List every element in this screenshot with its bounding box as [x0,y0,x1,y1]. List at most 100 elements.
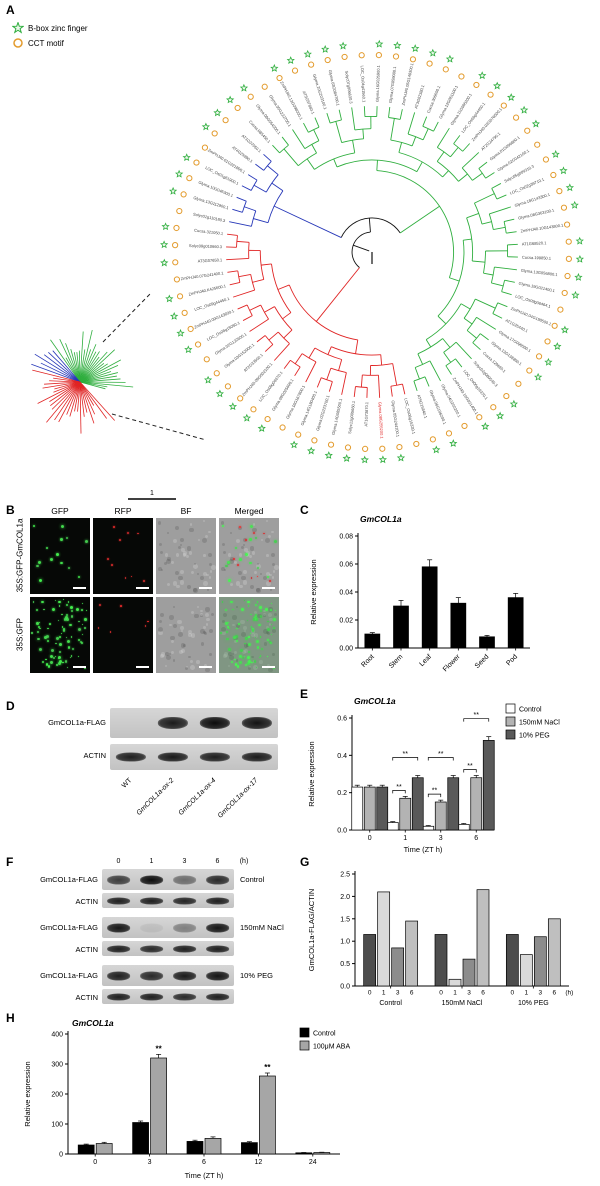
fluorescence-dot [109,631,111,633]
texture-speck [190,570,194,574]
fluorescence-dot [57,619,59,622]
taxon-label: Glyma.18G143300.1 [514,192,551,208]
legend-item-bbox: B-box zinc finger [12,22,88,34]
micrograph-rfp-gmcol1a [93,518,153,594]
fluorescence-dot [270,609,273,612]
fluorescence-dot [266,575,269,579]
tree-branch [256,335,266,343]
bbox-star-icon [169,186,178,195]
legend-label: 10% PEG [519,733,550,740]
y-tick-label: 0.0 [337,828,347,835]
fluorescence-dot [64,616,68,620]
taxon-label: Glyma.06G196200.1 [428,389,447,426]
texture-speck [243,569,248,574]
x-tick-label: Pod [505,653,519,667]
bar [422,825,435,831]
scale-bar [136,666,149,668]
protein-band [172,897,197,904]
blot-strip-peg-flag [102,965,234,986]
bbox-star-icon [495,411,505,420]
texture-speck [205,607,210,612]
tree-branch [491,282,504,287]
tree-branch [462,143,471,152]
cct-circle-icon [327,441,335,448]
texture-speck [171,561,175,564]
bar [363,786,376,831]
taxon-label: Solyc12g005660.1 [347,400,356,434]
fluorescence-dot [271,602,273,604]
bar [450,602,467,649]
texture-speck [188,551,193,555]
fluorescence-dot [256,601,259,603]
protein-band [172,993,197,1000]
tree-branch [79,381,96,415]
texture-speck [244,547,248,552]
tree-branch [227,233,238,236]
texture-speck [169,652,172,655]
tree-branch [52,350,81,383]
bbox-star-icon [289,440,299,449]
cct-circle-icon [295,431,302,438]
cct-circle-icon [535,353,543,360]
tree-branch [252,279,264,283]
cct-circle-icon [413,440,420,448]
tree-branch [229,221,252,227]
texture-speck [253,665,259,671]
tree-branch [353,386,356,397]
fluorescence-dot [79,640,82,644]
fluorescence-dot [251,626,253,628]
bbox-star-icon [378,455,387,464]
tree-branch [272,144,280,154]
texture-speck [200,609,203,613]
fluorescence-dot [254,603,258,607]
panel-label-c: C [300,503,309,517]
condition-label-peg: 10% PEG [240,971,273,980]
taxon-label: Glyma.13G056800.1 [521,268,559,278]
tree-branch [79,363,108,383]
tree-branch [474,193,495,204]
taxon-label: AT1G68520.1 [522,240,548,246]
tree-branch [308,347,316,359]
cct-circle-icon [461,422,468,430]
fluorescence-dot [68,567,71,570]
bar [470,777,483,831]
bar [447,777,460,831]
tree-branch [53,381,81,393]
fluorescence-dot [220,632,222,634]
bbox-star-icon [506,93,516,101]
sig-bracket [427,793,442,798]
group-label: 10% PEG [518,1000,549,1007]
tree-branch [34,353,81,383]
x-tick-label: Root [360,653,375,668]
fluorescence-dot [70,636,73,638]
texture-speck [234,561,238,564]
tree-branch [313,129,320,141]
x-tick-label: 3 [148,1159,152,1166]
tree-branch [453,135,461,145]
tree-branch [249,304,261,311]
protein-band [205,971,230,980]
texture-speck [181,547,185,552]
tree-branch [79,344,97,383]
tree-branch [255,163,265,171]
cct-circle-icon [13,38,23,48]
taxon-label: ZmPHJ40.05G146300.1 [401,62,415,106]
cct-circle-icon [291,67,299,74]
protein-band [205,897,230,904]
f-flag-label-3: GmCOL1a-FLAG [40,971,98,980]
tree-branch [496,194,507,200]
tree-branch [79,349,92,383]
tree-branch [363,106,366,117]
fluorescence-dot [58,635,61,638]
texture-speck [190,633,196,639]
fluorescence-dot [36,637,40,641]
texture-speck [206,617,210,622]
y-tick-label: 2.5 [340,872,350,879]
fluorescence-dot [234,663,237,666]
tree-branch [504,279,515,283]
texture-speck [224,568,227,571]
y-tick-label: 0.2 [337,790,347,797]
tree-branch [79,381,115,421]
protein-band [205,945,230,952]
texture-speck [164,665,167,668]
